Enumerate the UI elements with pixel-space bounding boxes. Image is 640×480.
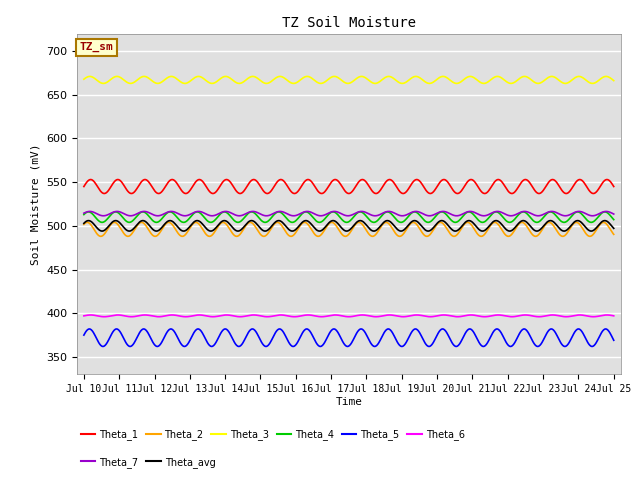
Legend: Theta_7, Theta_avg: Theta_7, Theta_avg <box>77 453 219 471</box>
Y-axis label: Soil Moisture (mV): Soil Moisture (mV) <box>30 143 40 265</box>
Text: TZ_sm: TZ_sm <box>79 42 113 52</box>
Title: TZ Soil Moisture: TZ Soil Moisture <box>282 16 416 30</box>
X-axis label: Time: Time <box>335 397 362 407</box>
